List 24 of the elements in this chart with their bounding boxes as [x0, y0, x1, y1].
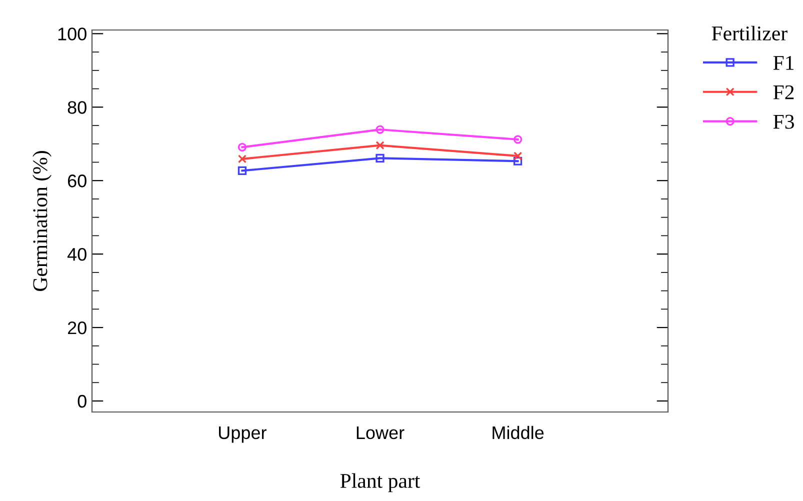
x-tick-label: Lower: [356, 426, 404, 440]
point: [376, 154, 384, 162]
y-tick-label: 20: [68, 321, 86, 334]
y-tick-label: 100: [58, 28, 86, 40]
legend-label: F1: [773, 56, 794, 70]
y-tick-label: 60: [68, 174, 86, 188]
x-tick-label: Upper: [219, 426, 266, 443]
y-axis-title: Germination (%): [32, 151, 52, 292]
x-axis-title: Plant part: [340, 473, 420, 492]
point: [376, 125, 384, 134]
legend-title: Fertilizer: [712, 26, 788, 40]
y-tick-label: 40: [67, 248, 86, 261]
y-tick-label: 0: [78, 394, 86, 408]
point: [513, 135, 522, 144]
point: [513, 156, 522, 166]
point: [376, 141, 384, 150]
x-tick-label: Middle: [492, 426, 544, 440]
y-tick-label: 80: [68, 101, 86, 114]
legend-label: F2: [773, 85, 794, 100]
point: [238, 142, 247, 152]
point: [238, 166, 247, 175]
point: [238, 154, 247, 164]
point: [513, 152, 522, 160]
legend-label: F3: [773, 114, 794, 129]
